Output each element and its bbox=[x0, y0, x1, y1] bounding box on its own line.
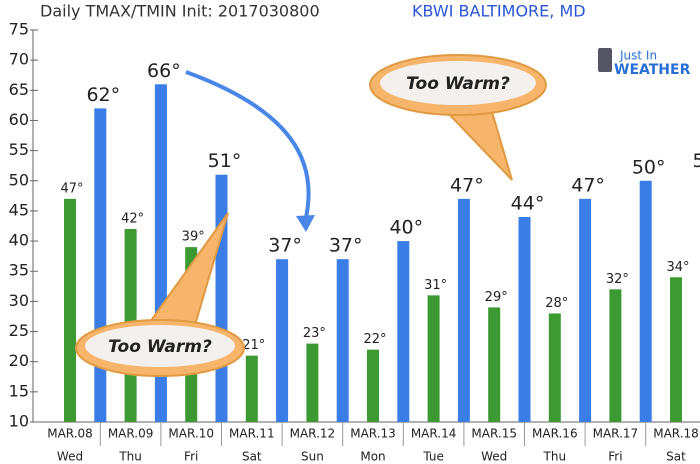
data-label: 31° bbox=[424, 278, 447, 293]
y-tick-label: 30 bbox=[9, 291, 29, 310]
data-label: 51° bbox=[692, 150, 700, 172]
y-tick-label: 40 bbox=[9, 231, 29, 250]
data-label: 47° bbox=[450, 174, 484, 196]
logo-text: WEATHER bbox=[614, 62, 691, 78]
y-tick-label: 60 bbox=[9, 110, 29, 129]
chart-subtitle: KBWI BALTIMORE, MD bbox=[412, 2, 586, 21]
data-label: 37° bbox=[268, 235, 302, 257]
x-weekday-label: Thu bbox=[118, 450, 142, 464]
bar bbox=[518, 216, 531, 422]
bar bbox=[609, 289, 622, 422]
y-tick-label: 15 bbox=[9, 381, 29, 400]
x-weekday-label: Fri bbox=[184, 450, 198, 464]
data-label: 21° bbox=[242, 338, 265, 353]
x-tick-label: MAR.08 bbox=[47, 427, 93, 441]
x-weekday-label: Sat bbox=[242, 450, 262, 464]
bar bbox=[276, 259, 289, 422]
y-tick-label: 10 bbox=[9, 412, 29, 431]
y-tick-label: 70 bbox=[9, 50, 29, 69]
bar bbox=[457, 198, 470, 422]
data-label: 51° bbox=[208, 150, 242, 172]
bar bbox=[336, 259, 349, 422]
arrow bbox=[185, 70, 311, 223]
bar bbox=[670, 277, 682, 422]
chart-title: Daily TMAX/TMIN Init: 2017030800 bbox=[40, 2, 320, 21]
data-label: 40° bbox=[389, 217, 423, 239]
data-label: 44° bbox=[511, 192, 545, 214]
data-label: 29° bbox=[485, 290, 508, 305]
y-tick-label: 20 bbox=[9, 351, 29, 370]
x-weekday-label: Wed bbox=[481, 450, 507, 464]
data-label: 42° bbox=[121, 212, 144, 227]
bar bbox=[64, 198, 76, 422]
y-tick-label: 25 bbox=[9, 321, 29, 340]
y-tick-label: 65 bbox=[9, 80, 29, 99]
data-label: 32° bbox=[606, 272, 629, 287]
x-tick-label: MAR.17 bbox=[593, 427, 639, 441]
y-tick-label: 50 bbox=[9, 170, 29, 189]
bar bbox=[367, 349, 379, 422]
x-weekday-label: Tue bbox=[422, 450, 444, 464]
data-label: 47° bbox=[60, 181, 83, 196]
x-weekday-label: Fri bbox=[608, 450, 622, 464]
x-tick-label: MAR.16 bbox=[532, 427, 578, 441]
plot-area: 10 15 20 25 30 35 40 45 50 55 60 65 70 75 MAR.08 Wed MAR… bbox=[9, 20, 700, 464]
x-weekday-label: Sun bbox=[301, 450, 324, 464]
callout-inner bbox=[85, 325, 235, 367]
bar bbox=[488, 307, 501, 422]
annotation: Too Warm? bbox=[108, 337, 212, 357]
x-tick-label: MAR.14 bbox=[411, 427, 457, 441]
annotation: Too Warm? bbox=[406, 74, 510, 94]
y-tick-label: 55 bbox=[9, 140, 29, 159]
bar bbox=[245, 355, 258, 422]
y-tick-label: 45 bbox=[9, 200, 29, 219]
data-label: 22° bbox=[363, 332, 386, 347]
data-label: 23° bbox=[303, 326, 326, 341]
data-label: 47° bbox=[571, 174, 605, 196]
data-label: 62° bbox=[86, 84, 120, 106]
bar bbox=[579, 198, 592, 422]
logo-icon bbox=[598, 48, 612, 72]
x-tick-label: MAR.09 bbox=[108, 427, 154, 441]
x-weekday-label: Wed bbox=[57, 450, 83, 464]
x-tick-label: MAR.11 bbox=[229, 427, 275, 441]
x-tick-label: MAR.18 bbox=[653, 427, 699, 441]
bar bbox=[397, 241, 410, 422]
x-tick-label: MAR.10 bbox=[168, 427, 214, 441]
data-label: 66° bbox=[147, 60, 181, 82]
bar bbox=[548, 313, 561, 422]
data-label: 37° bbox=[329, 235, 363, 257]
data-label: 34° bbox=[666, 260, 689, 275]
bar bbox=[306, 343, 319, 422]
x-weekday-label: Mon bbox=[360, 450, 385, 464]
data-label: 39° bbox=[182, 230, 205, 245]
callout-inner bbox=[380, 61, 536, 105]
callout-pointer bbox=[442, 103, 513, 181]
x-tick-label: MAR.13 bbox=[350, 427, 396, 441]
logo-text: Just In bbox=[619, 49, 657, 63]
bar bbox=[427, 295, 440, 422]
data-label: 28° bbox=[545, 296, 568, 311]
bar bbox=[94, 108, 107, 423]
bar bbox=[215, 174, 228, 422]
bar bbox=[639, 180, 652, 422]
data-label: 50° bbox=[632, 156, 666, 178]
x-weekday-label: Thu bbox=[543, 450, 567, 464]
x-tick-label: MAR.15 bbox=[471, 427, 517, 441]
y-tick-label: 75 bbox=[9, 20, 29, 39]
y-tick-label: 35 bbox=[9, 261, 29, 280]
arrow-head bbox=[296, 215, 315, 232]
x-weekday-label: Sat bbox=[666, 450, 686, 464]
x-tick-label: MAR.12 bbox=[290, 427, 336, 441]
